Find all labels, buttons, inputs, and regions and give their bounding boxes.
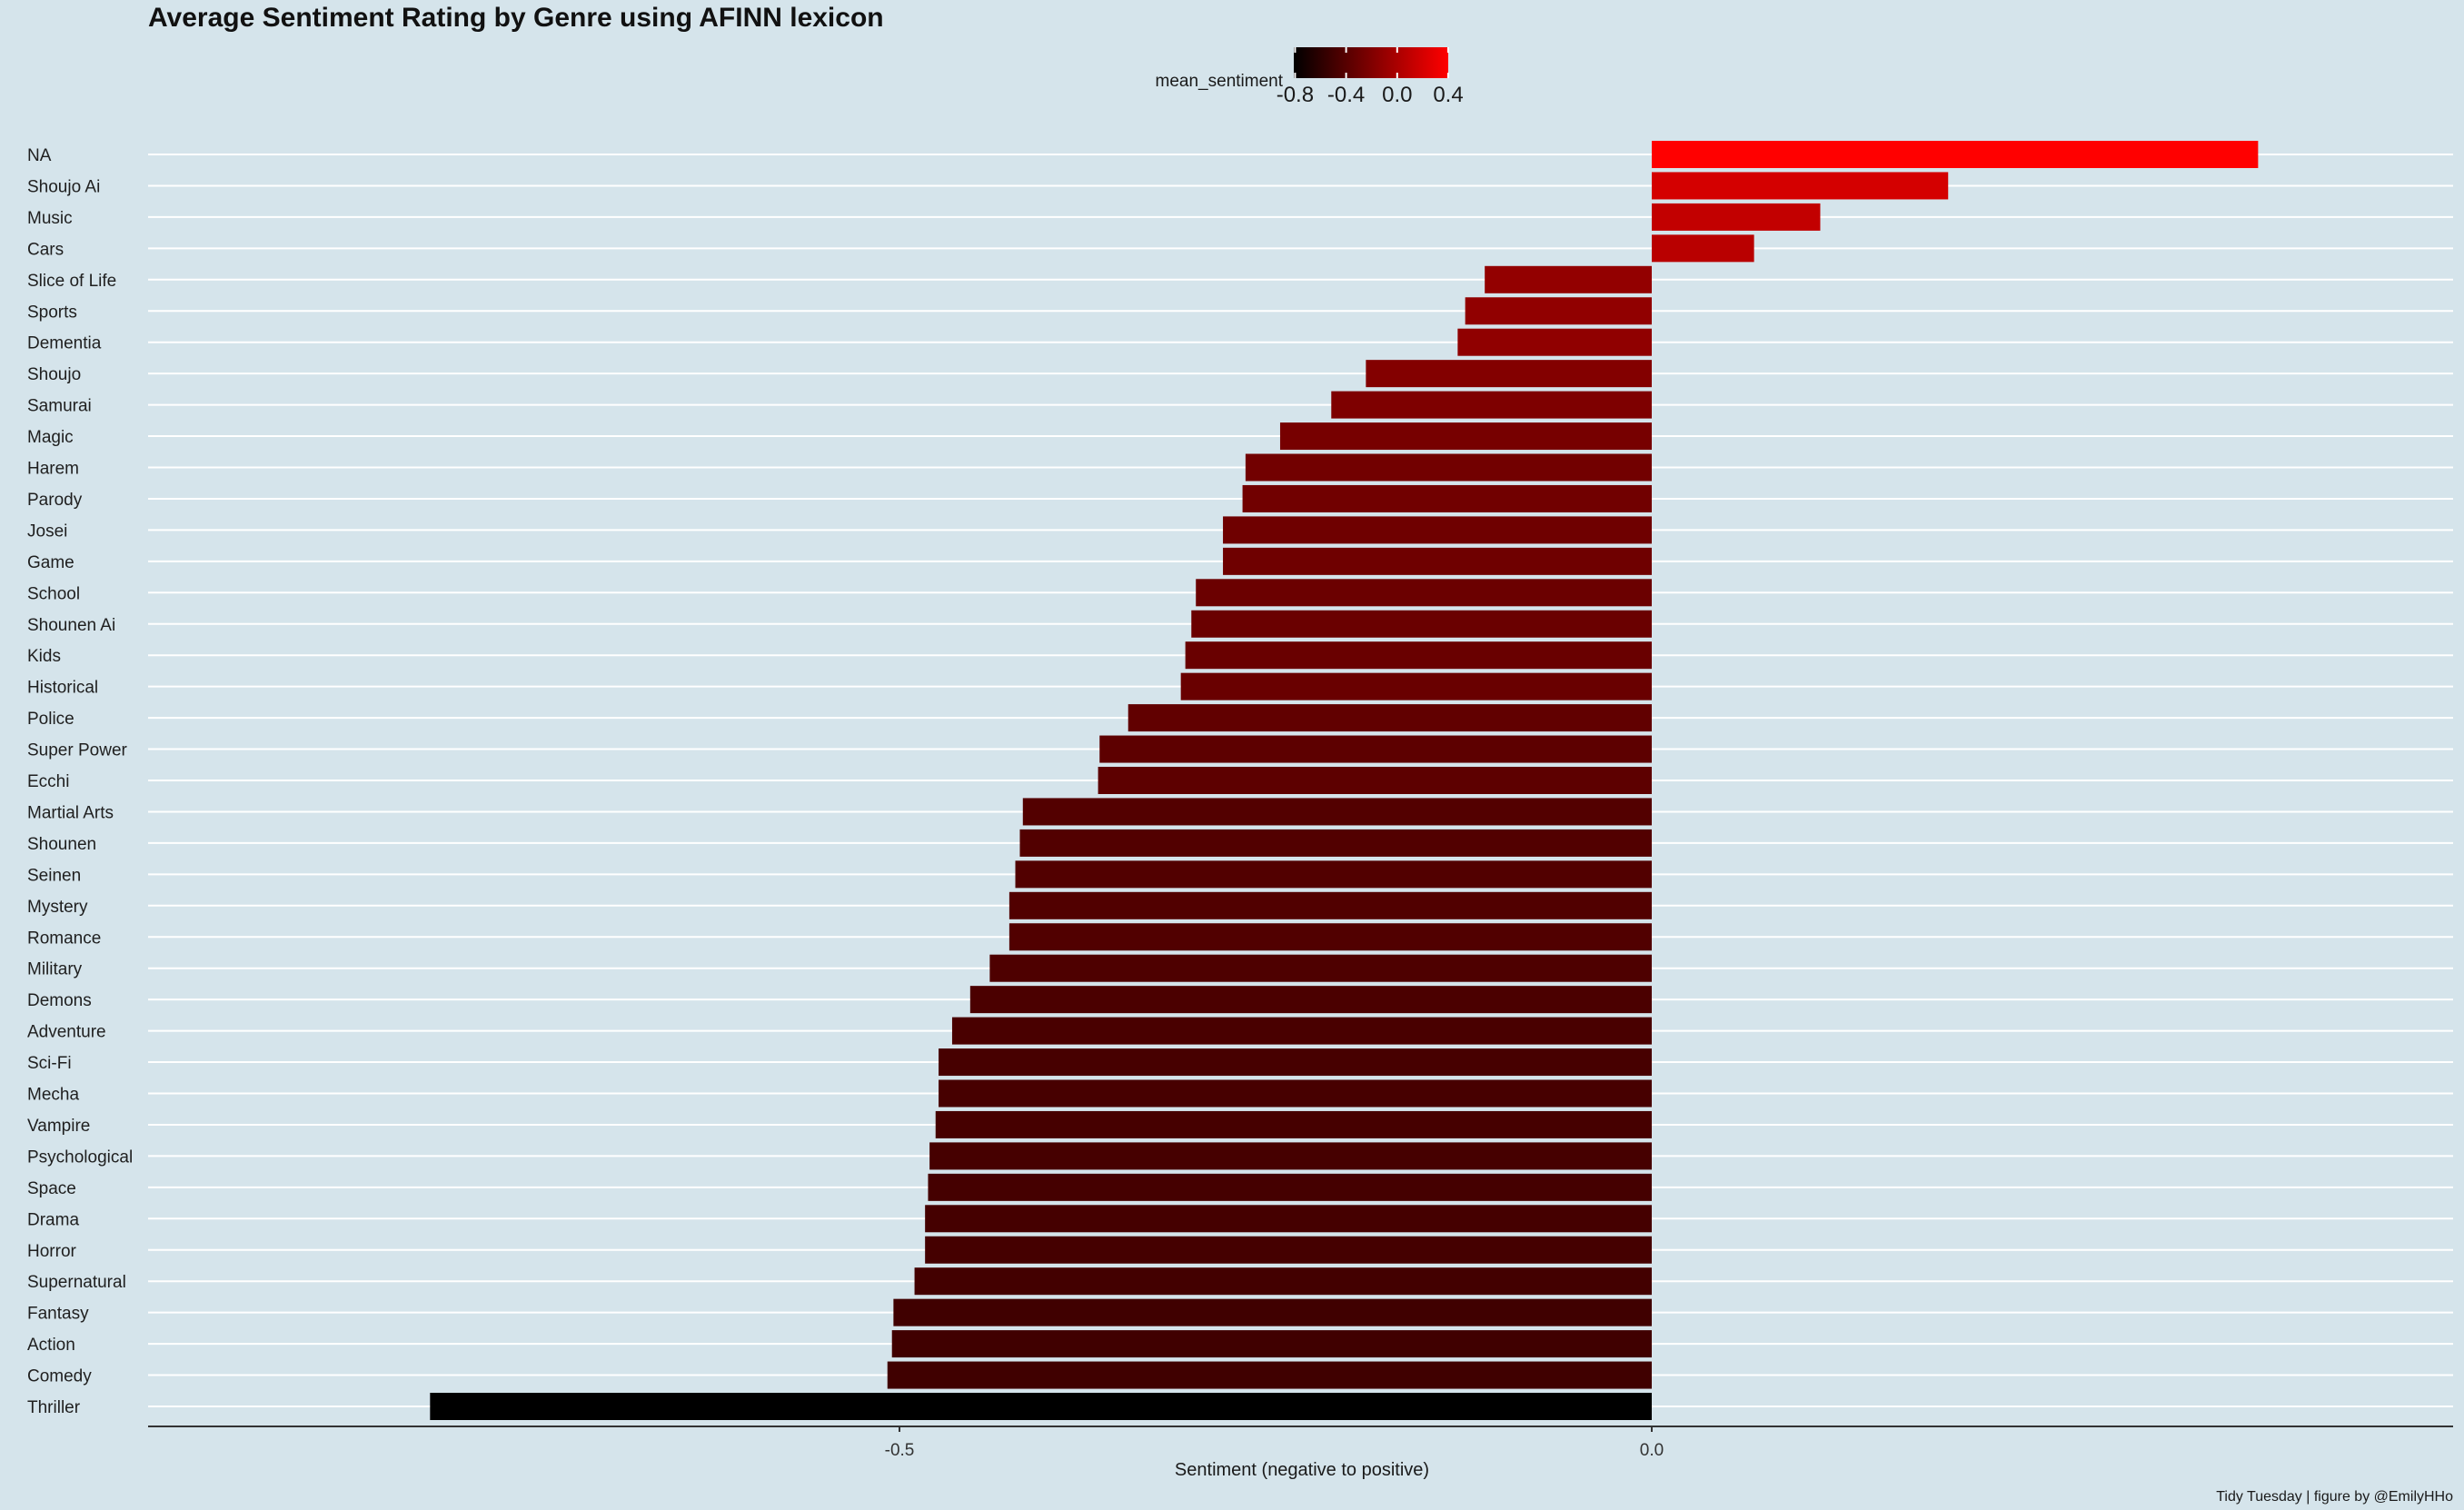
bar-drama [925,1205,1652,1233]
category-label: Shoujo Ai [27,177,100,196]
bar-parody [1242,484,1652,512]
category-label: Romance [27,929,101,948]
category-label: Seinen [27,866,81,885]
category-labels: NA Shoujo Ai Music Cars Slice of Life Sports D… [27,146,133,1417]
category-label: Samurai [27,397,92,416]
color-legend: mean_sentiment -0.8 -0.4 0.0 0.4 [1156,47,1464,107]
category-label: Game [27,553,75,572]
category-label: Kids [27,647,61,666]
legend-title: mean_sentiment [1156,72,1284,91]
chart-title: Average Sentiment Rating by Genre using … [148,3,884,33]
bar-sports [1465,297,1652,325]
bar-adventure [951,1017,1652,1045]
category-label: Psychological [27,1147,133,1167]
x-axis: -0.5 0.0 [148,1426,2453,1460]
bar-cars [1652,234,1754,263]
bar-super-power [1099,735,1652,763]
bar-psychological [929,1142,1652,1170]
category-label: Drama [27,1210,79,1229]
category-label: Adventure [27,1023,106,1042]
category-label: Action [27,1336,75,1355]
category-label: Josei [27,522,67,541]
bar-romance [1008,923,1652,951]
legend-tick-label: -0.4 [1327,83,1365,107]
category-label: Mystery [27,898,88,917]
bar-mecha [939,1079,1652,1108]
bar-magic [1279,422,1652,451]
category-label: Shounen [27,835,96,854]
bar-shoujo [1366,360,1652,388]
x-tick-label: 0.0 [1640,1441,1664,1460]
category-label: Mecha [27,1086,79,1105]
category-label: Sports [27,303,77,322]
category-label: Space [27,1179,76,1198]
category-label: Ecchi [27,772,69,791]
category-label: Supernatural [27,1273,126,1292]
bar-military [989,954,1652,982]
legend-colorbar [1294,47,1448,78]
category-label: NA [27,146,52,165]
category-label: Parody [27,491,83,510]
category-label: Harem [27,460,79,479]
bar-ecchi [1098,767,1652,794]
bar-seinen [1015,860,1652,889]
bar-vampire [935,1110,1652,1138]
bar-action [891,1330,1652,1358]
category-label: Thriller [27,1398,81,1417]
bar-harem [1245,453,1652,482]
category-label: Shounen Ai [27,616,115,635]
bar-demons [969,986,1652,1014]
bar-samurai [1331,391,1652,419]
category-label: Dementia [27,334,102,353]
bar-music [1652,203,1821,231]
bar-shounen [1019,829,1652,857]
category-label: Horror [27,1242,77,1261]
category-label: Shoujo [27,365,81,384]
bar-shoujo-ai [1652,172,1949,200]
bar-josei [1223,516,1652,544]
bar-space [928,1173,1652,1201]
bar-dementia [1457,328,1652,356]
category-label: Fantasy [27,1305,89,1324]
category-label: Cars [27,240,64,259]
legend-tick-label: 0.0 [1382,83,1412,107]
category-label: Military [27,960,83,979]
bar-kids [1185,641,1652,670]
bar-historical [1180,672,1652,700]
bar-supernatural [914,1267,1652,1296]
bar-comedy [887,1361,1652,1389]
bar-fantasy [893,1298,1652,1326]
category-label: Comedy [27,1367,92,1386]
x-axis-title: Sentiment (negative to positive) [1175,1460,1429,1480]
chart-caption: Tidy Tuesday | figure by @EmilyHHo [2216,1489,2453,1505]
bar-sci-fi [939,1048,1652,1077]
category-label: Magic [27,428,74,447]
bar-game [1223,547,1652,575]
bar-school [1196,579,1652,607]
bar-police [1128,704,1652,732]
bar-mystery [1008,891,1652,919]
bar-slice-of-life [1485,265,1652,293]
category-label: School [27,584,80,603]
bar-shounen-ai [1191,610,1652,638]
category-label: Music [27,209,73,228]
category-label: Vampire [27,1117,90,1136]
category-label: Slice of Life [27,272,116,291]
category-label: Super Power [27,741,128,760]
legend-tick-label: -0.8 [1277,83,1314,107]
bar-horror [925,1236,1652,1264]
category-label: Police [27,710,75,729]
bars [430,141,2259,1420]
x-tick-label: -0.5 [885,1441,915,1460]
legend-tick-label: 0.4 [1433,83,1463,107]
bar-thriller [430,1393,1652,1420]
category-label: Martial Arts [27,803,114,822]
category-label: Sci-Fi [27,1054,72,1073]
category-label: Historical [27,679,98,698]
category-label: Demons [27,991,92,1010]
bar-na [1652,141,2259,168]
bar-martial-arts [1022,798,1652,826]
